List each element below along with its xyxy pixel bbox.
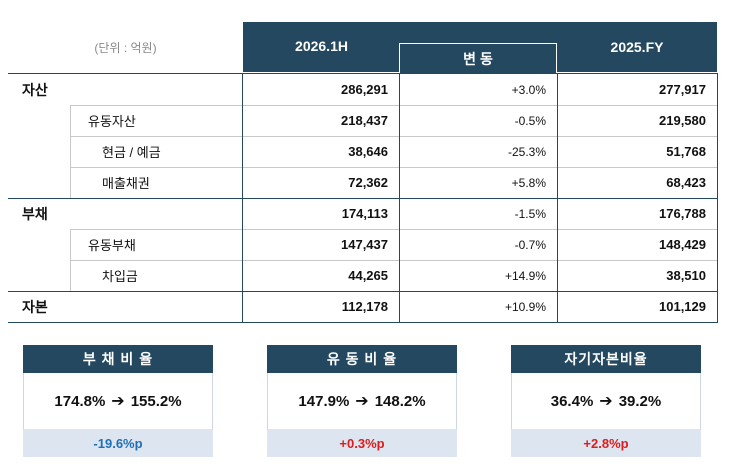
card-title: 유 동 비 율 <box>267 345 457 373</box>
row-divider <box>70 167 718 168</box>
row-label: 현금 / 예금 <box>102 145 161 160</box>
card-values: 147.9% ➔ 148.2% <box>267 373 457 429</box>
row-divider <box>70 229 718 230</box>
table-vline-3 <box>557 74 558 322</box>
value-2025: 148,429 <box>659 237 706 252</box>
header-change: 변 동 <box>399 43 557 74</box>
table-vline-1 <box>242 74 243 322</box>
value-from: 36.4% <box>550 392 594 410</box>
arrow-right-icon: ➔ <box>111 393 125 410</box>
row-divider <box>70 136 718 137</box>
table-row: 유동자산 218,437 -0.5% 219,580 <box>8 105 718 136</box>
indent-line <box>70 105 71 136</box>
indent-line <box>70 229 71 260</box>
value-2026: 218,437 <box>341 113 388 128</box>
value-change: +14.9% <box>504 268 546 283</box>
row-divider <box>8 198 718 199</box>
card-title: 자기자본비율 <box>511 345 701 373</box>
value-2025: 68,423 <box>666 175 706 190</box>
header-2026-label: 2026.1H <box>295 38 348 54</box>
value-2026: 72,362 <box>348 175 388 190</box>
value-2026: 44,265 <box>348 268 388 283</box>
row-label: 유동자산 <box>88 114 136 129</box>
row-divider <box>8 322 718 323</box>
table-vline-4 <box>717 74 718 322</box>
card-delta: +0.3%p <box>267 429 457 457</box>
table-row: 차입금 44,265 +14.9% 38,510 <box>8 260 718 291</box>
card-delta: +2.8%p <box>511 429 701 457</box>
row-label: 자본 <box>22 298 48 315</box>
arrow-right-icon: ➔ <box>355 393 369 410</box>
value-2026: 38,646 <box>348 144 388 159</box>
value-2025: 176,788 <box>659 206 706 221</box>
indent-line <box>70 136 71 167</box>
row-divider <box>8 291 718 292</box>
value-to: 155.2% <box>130 392 182 410</box>
unit-label: (단위 : 억원) <box>94 40 157 55</box>
value-change: +3.0% <box>511 82 546 97</box>
ratio-card: 유 동 비 율 147.9% ➔ 148.2% +0.3%p <box>267 345 457 457</box>
value-2026: 174,113 <box>341 206 388 221</box>
value-change: +10.9% <box>504 299 546 314</box>
row-label: 부채 <box>22 205 48 222</box>
value-to: 39.2% <box>618 392 662 410</box>
value-2025: 101,129 <box>659 299 706 314</box>
value-2025: 51,768 <box>666 144 706 159</box>
header-2025: 2025.FY <box>557 22 717 72</box>
value-2025: 38,510 <box>666 268 706 283</box>
row-label: 매출채권 <box>102 176 150 191</box>
indent-line <box>70 167 71 198</box>
table-row: 자본 112,178 +10.9% 101,129 <box>8 291 718 322</box>
card-title: 부 채 비 율 <box>23 345 213 373</box>
table-row: 현금 / 예금 38,646 -25.3% 51,768 <box>8 136 718 167</box>
table-vline-2 <box>399 74 400 322</box>
row-label: 자산 <box>22 81 48 98</box>
value-change: -25.3% <box>507 144 546 159</box>
table-row: 자산 286,291 +3.0% 277,917 <box>8 74 718 105</box>
value-change: -1.5% <box>514 206 546 221</box>
value-from: 174.8% <box>54 392 106 410</box>
header-change-label: 변 동 <box>463 50 493 67</box>
value-2026: 286,291 <box>341 82 388 97</box>
value-2026: 147,437 <box>341 237 388 252</box>
card-values: 174.8% ➔ 155.2% <box>23 373 213 429</box>
row-divider <box>70 260 718 261</box>
row-label: 유동부채 <box>88 238 136 253</box>
value-change: -0.7% <box>514 237 546 252</box>
table-row: 매출채권 72,362 +5.8% 68,423 <box>8 167 718 198</box>
value-change: -0.5% <box>514 113 546 128</box>
value-to: 148.2% <box>374 392 426 410</box>
card-delta: -19.6%p <box>23 429 213 457</box>
table-row: 부채 174,113 -1.5% 176,788 <box>8 198 718 229</box>
row-divider <box>70 105 718 106</box>
value-2025: 219,580 <box>659 113 706 128</box>
arrow-right-icon: ➔ <box>599 393 613 410</box>
value-2026: 112,178 <box>341 299 388 314</box>
table-row: 유동부채 147,437 -0.7% 148,429 <box>8 229 718 260</box>
value-from: 147.9% <box>298 392 350 410</box>
card-values: 36.4% ➔ 39.2% <box>511 373 701 429</box>
indent-line <box>70 260 71 291</box>
value-2025: 277,917 <box>659 82 706 97</box>
ratio-card: 자기자본비율 36.4% ➔ 39.2% +2.8%p <box>511 345 701 457</box>
ratio-card: 부 채 비 율 174.8% ➔ 155.2% -19.6%p <box>23 345 213 457</box>
value-change: +5.8% <box>511 175 546 190</box>
table-top-line <box>8 73 718 74</box>
row-label: 차입금 <box>102 269 138 284</box>
